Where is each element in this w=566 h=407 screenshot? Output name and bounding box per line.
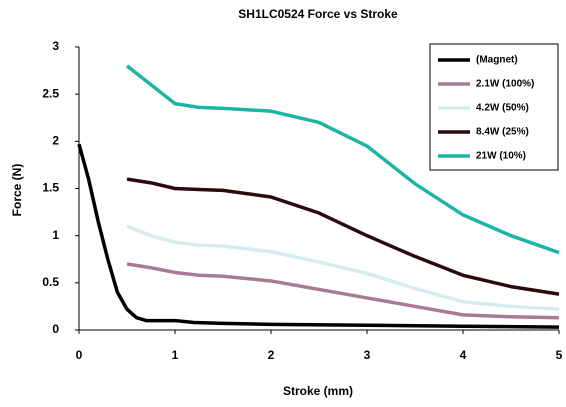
y-tick-label: 1.5: [42, 181, 59, 195]
line-series: [77, 143, 560, 329]
x-tick-label: 1: [172, 348, 179, 362]
legend-label: (Magnet): [476, 55, 518, 66]
line-series: [126, 224, 560, 311]
legend-label: 8.4W (25%): [476, 127, 529, 138]
y-tick-label: 0.5: [42, 275, 59, 289]
y-axis-label: Force (N): [10, 164, 24, 217]
x-tick-label: 0: [76, 348, 83, 362]
x-tick-label: 3: [364, 348, 371, 362]
line-series: [126, 177, 560, 296]
legend-label: 4.2W (50%): [476, 103, 529, 114]
x-axis-label: Stroke (mm): [283, 384, 353, 398]
line-series: [126, 262, 560, 320]
y-tick-label: 1: [52, 228, 59, 242]
y-tick-label: 2.5: [42, 86, 59, 100]
legend-label: 21W (10%): [476, 151, 526, 162]
x-tick-label: 2: [268, 348, 275, 362]
line-series: [125, 64, 560, 255]
y-tick-label: 2: [52, 134, 59, 148]
chart-title: SH1LC0524 Force vs Stroke: [238, 7, 398, 21]
legend-label: 2.1W (100%): [476, 79, 534, 90]
y-tick-label: 3: [52, 39, 59, 53]
x-tick-label: 4: [460, 348, 467, 362]
legend: (Magnet) 2.1W (100%) 4.2W (50%) 8.4W (25%) 2…: [429, 43, 559, 171]
y-tick-label: 0: [52, 322, 59, 336]
x-tick-label: 5: [556, 348, 563, 362]
